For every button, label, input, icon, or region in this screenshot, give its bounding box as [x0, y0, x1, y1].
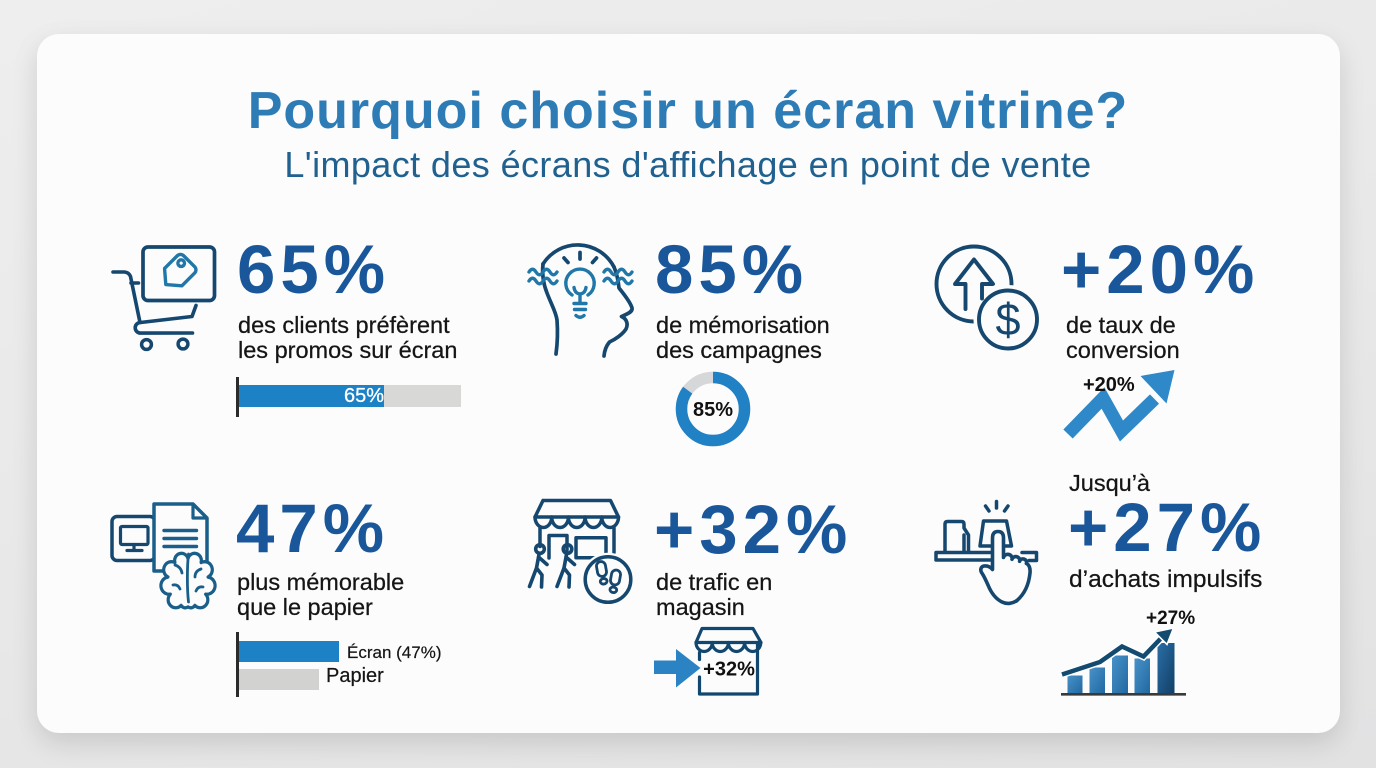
svg-text:85%: 85% [693, 399, 733, 421]
svg-text:$: $ [995, 294, 1020, 345]
svg-text:+32%: +32% [703, 659, 755, 681]
